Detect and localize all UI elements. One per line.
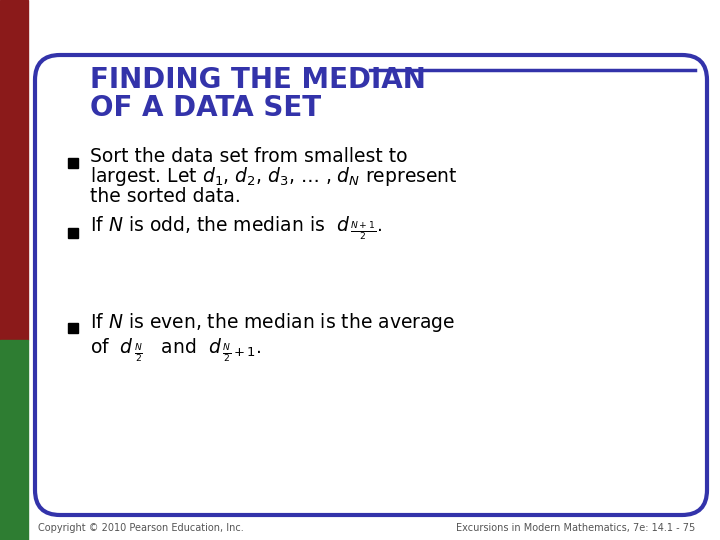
Text: Sort the data set from smallest to: Sort the data set from smallest to	[90, 147, 408, 166]
Text: Copyright © 2010 Pearson Education, Inc.: Copyright © 2010 Pearson Education, Inc.	[38, 523, 244, 533]
Bar	[0, 340, 28, 540]
Text: If $N$ is even, the median is the average: If $N$ is even, the median is the averag…	[90, 310, 455, 334]
Bar	[68, 158, 78, 168]
Text: FINDING THE MEDIAN: FINDING THE MEDIAN	[90, 66, 426, 94]
FancyBboxPatch shape	[35, 55, 707, 515]
Bar	[68, 228, 78, 238]
Text: OF A DATA SET: OF A DATA SET	[90, 94, 321, 122]
Text: of  $d_{\,\frac{N}{2}}$   and  $d_{\,\frac{N}{2}+1}$.: of $d_{\,\frac{N}{2}}$ and $d_{\,\frac{N…	[90, 336, 261, 364]
Text: largest. Let $d_1$, $d_2$, $d_3$, … , $d_N$ represent: largest. Let $d_1$, $d_2$, $d_3$, … , $d…	[90, 165, 458, 188]
Text: If $N$ is odd, the median is  $d_{\,\frac{N+1}{2}}$.: If $N$ is odd, the median is $d_{\,\frac…	[90, 214, 382, 242]
Bar	[0, 0, 28, 340]
Text: Excursions in Modern Mathematics, 7e: 14.1 - 75: Excursions in Modern Mathematics, 7e: 14…	[456, 523, 695, 533]
Bar	[68, 323, 78, 333]
Text: the sorted data.: the sorted data.	[90, 187, 240, 206]
